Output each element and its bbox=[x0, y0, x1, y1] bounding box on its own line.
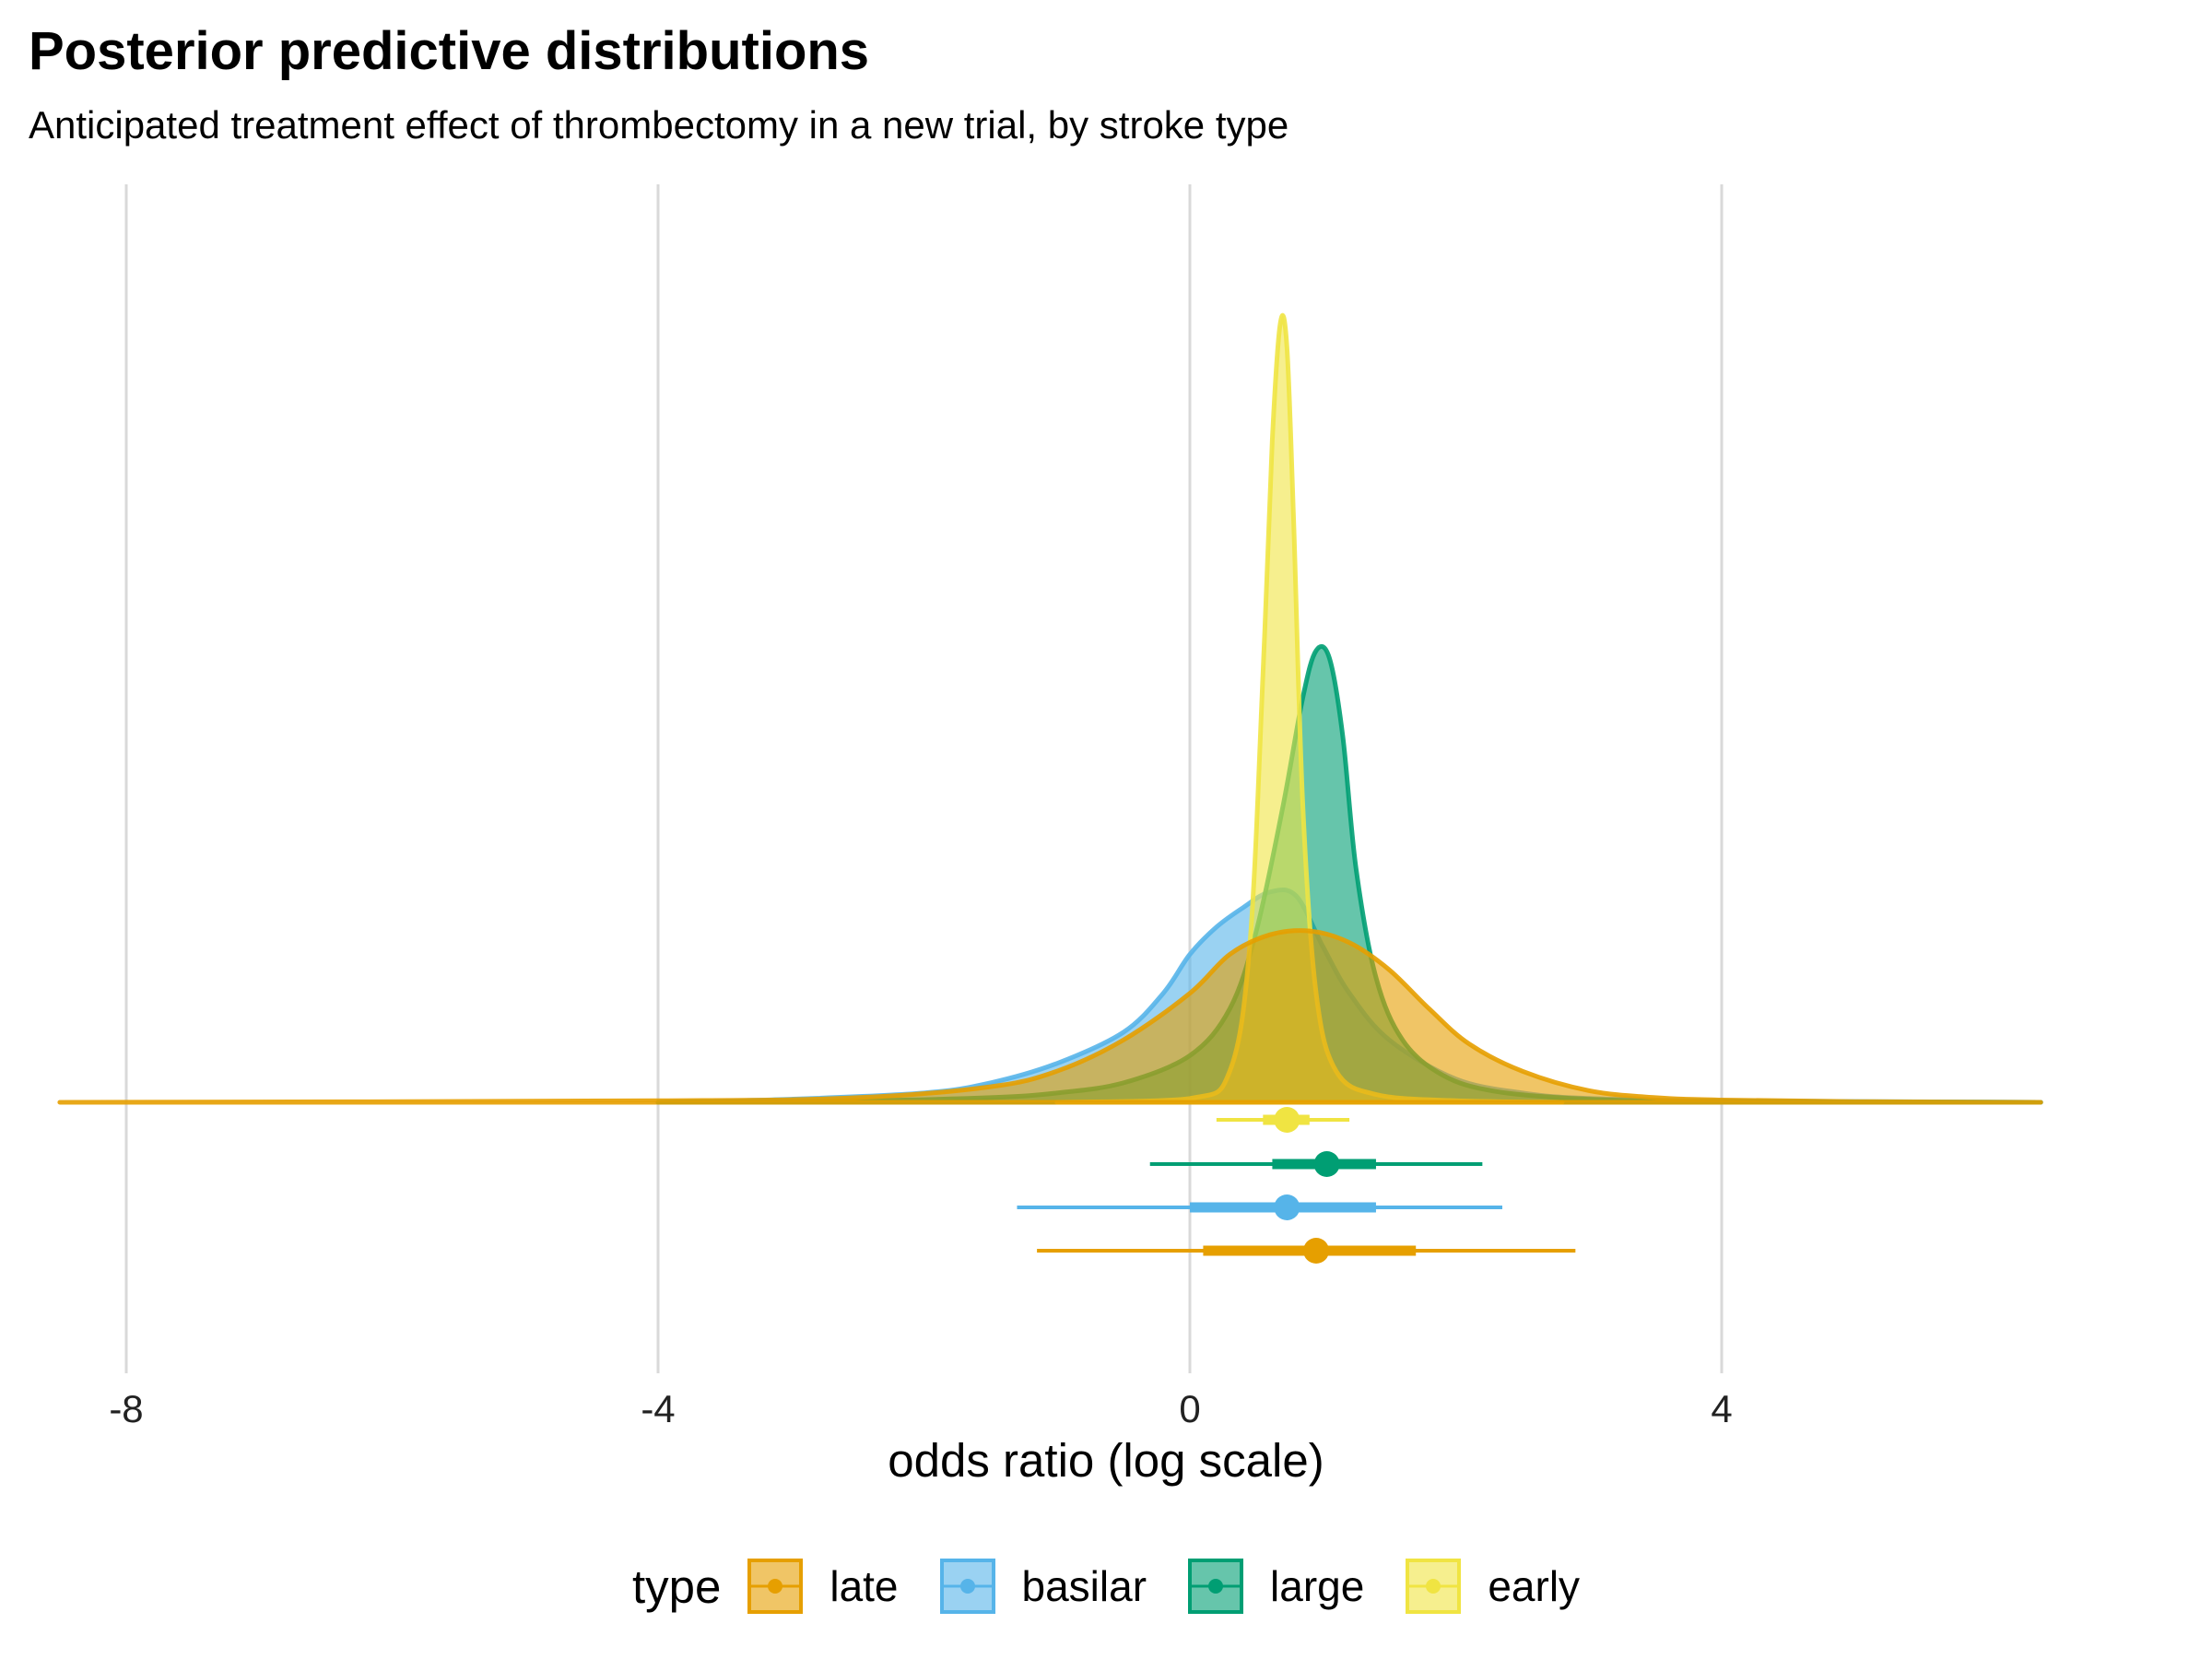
legend-label-early: early bbox=[1488, 1562, 1581, 1610]
legend-label-large: large bbox=[1270, 1562, 1365, 1610]
interval-point-late bbox=[1303, 1238, 1330, 1264]
legend-title: type bbox=[631, 1559, 722, 1613]
density-late bbox=[57, 928, 2043, 1105]
x-axis-ticks: -8 -4 0 4 bbox=[109, 1387, 1732, 1430]
x-tick-label: -4 bbox=[641, 1387, 675, 1430]
legend-key-early bbox=[1406, 1559, 1462, 1614]
x-tick-label: 0 bbox=[1179, 1387, 1200, 1430]
legend-label-basilar: basilar bbox=[1021, 1562, 1147, 1610]
interval-point-early bbox=[1274, 1107, 1300, 1133]
legend: type late basilar large early bbox=[0, 1558, 2212, 1615]
legend-item-early: early bbox=[1405, 1558, 1580, 1615]
interval-point-basilar bbox=[1274, 1194, 1300, 1220]
legend-item-late: late bbox=[747, 1558, 899, 1615]
legend-key-basilar bbox=[939, 1559, 995, 1614]
x-tick-label: 4 bbox=[1711, 1387, 1732, 1430]
gridlines bbox=[124, 184, 1724, 1373]
chart-title: Posterior predictive distributions bbox=[29, 21, 870, 81]
legend-key-large bbox=[1188, 1559, 1244, 1614]
chart-subtitle: Anticipated treatment effect of thrombec… bbox=[29, 103, 1289, 147]
interval-point-large bbox=[1313, 1151, 1340, 1177]
legend-item-large: large bbox=[1187, 1558, 1364, 1615]
x-tick-label: -8 bbox=[109, 1387, 143, 1430]
x-axis-label: odds ratio (log scale) bbox=[888, 1434, 1324, 1487]
legend-key-late bbox=[747, 1559, 804, 1614]
legend-label-late: late bbox=[830, 1562, 899, 1610]
legend-item-basilar: basilar bbox=[939, 1558, 1147, 1615]
interval-summaries bbox=[1017, 1107, 1576, 1264]
density-curves bbox=[57, 312, 2043, 1105]
